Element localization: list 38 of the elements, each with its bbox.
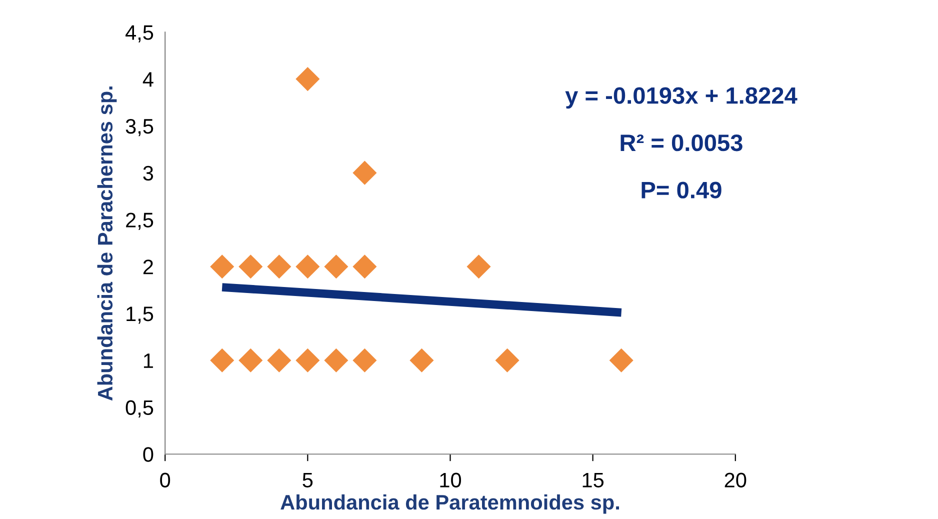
y-tick-label: 1 <box>144 354 153 368</box>
point <box>238 254 263 279</box>
point <box>296 254 320 279</box>
x-axis-title: Abundancia de Paratemnoides sp. <box>280 494 619 514</box>
x-tick-label: 0 <box>160 472 170 488</box>
point <box>238 348 263 372</box>
y-tick-label: 0,5 <box>126 400 154 418</box>
x-tick-label: 15 <box>582 472 604 488</box>
point <box>352 254 377 279</box>
x-tick-label: 10 <box>440 472 462 488</box>
point <box>296 67 320 92</box>
y-tick-label: 2,5 <box>126 212 154 230</box>
y-tick-label: 0 <box>143 447 154 462</box>
y-tick-label: 3,5 <box>126 118 154 136</box>
point <box>296 348 320 372</box>
y-tick-label: 1,5 <box>126 306 154 324</box>
point <box>466 254 491 279</box>
y-tick-label: 4 <box>142 72 154 87</box>
point <box>210 254 234 279</box>
point <box>352 160 377 185</box>
point <box>267 348 292 372</box>
x-tick-label: 5 <box>302 472 313 488</box>
y-tick-label: 2 <box>143 260 153 274</box>
point <box>352 348 377 372</box>
x-tick-label: 20 <box>724 472 746 488</box>
annotation: P= 0.49 <box>642 182 722 198</box>
y-tick-label: 3 <box>143 166 154 181</box>
point <box>324 348 348 372</box>
point <box>267 254 292 279</box>
point <box>495 348 520 372</box>
point <box>210 348 234 372</box>
annotation: y = -0.0193x + 1.8224 <box>565 87 798 109</box>
point <box>324 254 348 279</box>
point <box>609 348 634 372</box>
annotation: R² = 0.0053 <box>620 134 742 152</box>
y-tick-label: 4,5 <box>125 25 154 42</box>
y-axis-title: Abundancia de Parachernes sp. <box>97 86 117 401</box>
point <box>410 348 434 372</box>
